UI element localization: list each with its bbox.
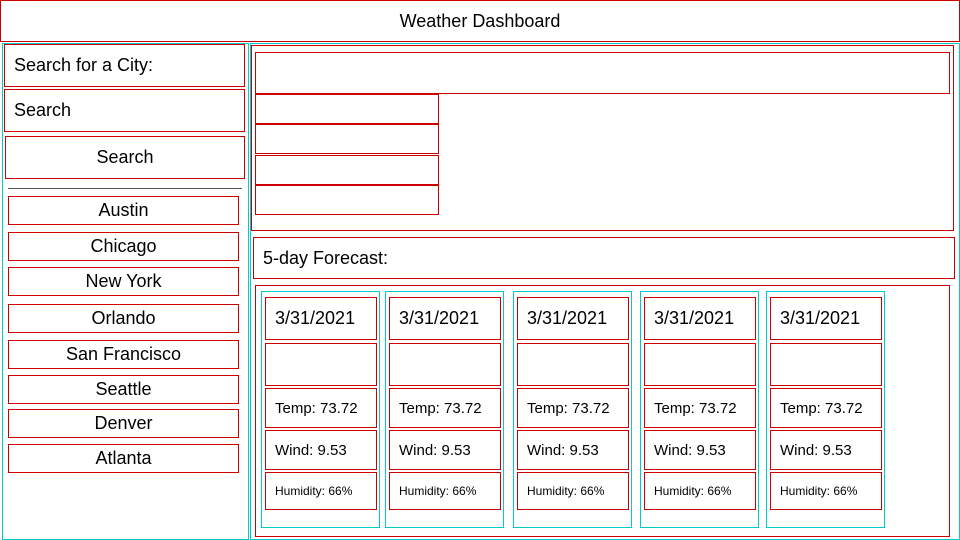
search-input[interactable]: Search (4, 89, 245, 132)
history-city-button[interactable]: Orlando (8, 304, 239, 333)
current-uv-field (255, 185, 439, 215)
forecast-temp: Temp: 73.72 (517, 388, 629, 428)
history-city-button[interactable]: Atlanta (8, 444, 239, 473)
history-city-button[interactable]: Denver (8, 409, 239, 438)
forecast-wind: Wind: 9.53 (644, 430, 756, 470)
forecast-title: 5-day Forecast: (253, 237, 955, 279)
forecast-humidity: Humidity: 66% (770, 472, 882, 510)
search-button[interactable]: Search (5, 136, 245, 179)
history-city-button[interactable]: Seattle (8, 375, 239, 404)
current-city-title (255, 52, 950, 94)
weather-icon (644, 343, 756, 386)
forecast-date: 3/31/2021 (770, 297, 882, 340)
forecast-temp: Temp: 73.72 (389, 388, 501, 428)
forecast-card: 3/31/2021 Temp: 73.72 Wind: 9.53 Humidit… (766, 291, 885, 528)
forecast-wind: Wind: 9.53 (265, 430, 377, 470)
forecast-date: 3/31/2021 (389, 297, 501, 340)
page-header: Weather Dashboard (0, 0, 960, 42)
forecast-wind: Wind: 9.53 (389, 430, 501, 470)
weather-icon (389, 343, 501, 386)
weather-icon (517, 343, 629, 386)
current-wind-field (255, 124, 439, 154)
forecast-wind: Wind: 9.53 (517, 430, 629, 470)
forecast-date: 3/31/2021 (517, 297, 629, 340)
history-city-button[interactable]: Austin (8, 196, 239, 225)
forecast-humidity: Humidity: 66% (517, 472, 629, 510)
forecast-date: 3/31/2021 (265, 297, 377, 340)
history-city-button[interactable]: Chicago (8, 232, 239, 261)
forecast-wind: Wind: 9.53 (770, 430, 882, 470)
search-label: Search for a City: (4, 44, 245, 87)
history-city-button[interactable]: San Francisco (8, 340, 239, 369)
sidebar-divider (8, 188, 242, 189)
forecast-temp: Temp: 73.72 (644, 388, 756, 428)
current-humidity-field (255, 155, 439, 185)
forecast-humidity: Humidity: 66% (644, 472, 756, 510)
page-title: Weather Dashboard (399, 10, 561, 31)
forecast-card: 3/31/2021 Temp: 73.72 Wind: 9.53 Humidit… (640, 291, 759, 528)
current-temp-field (255, 94, 439, 124)
forecast-temp: Temp: 73.72 (265, 388, 377, 428)
forecast-date: 3/31/2021 (644, 297, 756, 340)
forecast-temp: Temp: 73.72 (770, 388, 882, 428)
forecast-humidity: Humidity: 66% (389, 472, 501, 510)
weather-icon (265, 343, 377, 386)
current-weather-panel (251, 45, 954, 231)
weather-icon (770, 343, 882, 386)
forecast-humidity: Humidity: 66% (265, 472, 377, 510)
forecast-card: 3/31/2021 Temp: 73.72 Wind: 9.53 Humidit… (385, 291, 504, 528)
history-city-button[interactable]: New York (8, 267, 239, 296)
forecast-card: 3/31/2021 Temp: 73.72 Wind: 9.53 Humidit… (513, 291, 632, 528)
forecast-card: 3/31/2021 Temp: 73.72 Wind: 9.53 Humidit… (261, 291, 380, 528)
forecast-panel (255, 285, 950, 537)
